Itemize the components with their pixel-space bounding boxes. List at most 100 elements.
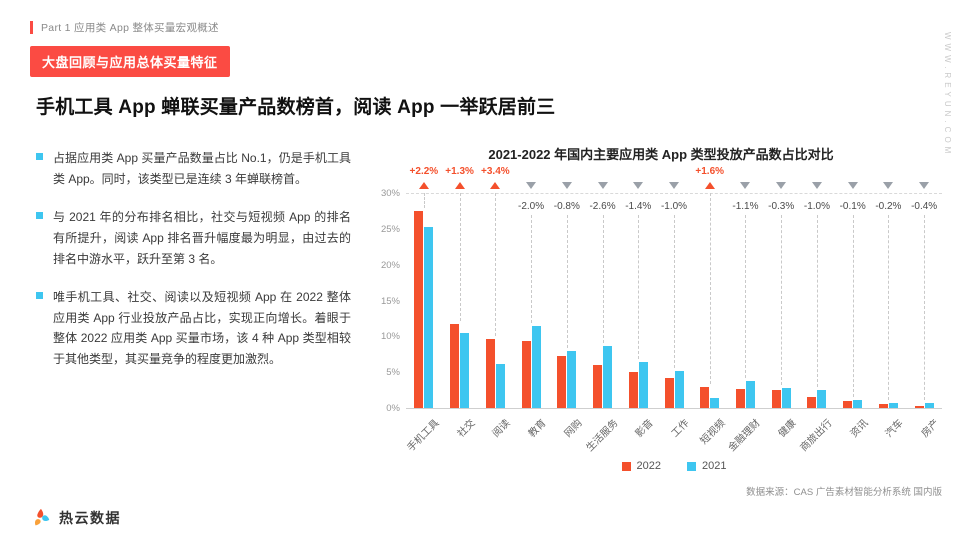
bar-2022 [557, 356, 567, 408]
x-axis-label: 手机工具 [405, 417, 442, 454]
delta-label: +1.6% [695, 166, 725, 177]
x-axis-label: 商旅出行 [798, 417, 835, 454]
bar-2021 [745, 381, 755, 408]
bar-2022 [593, 365, 603, 408]
bar-2022 [771, 390, 781, 408]
bar-2022 [700, 386, 710, 408]
x-axis-label: 生活服务 [584, 417, 621, 454]
legend-item-2021: 2021 [687, 460, 726, 472]
bullet-text: 与 2021 年的分布排名相比，社交与短视频 App 的排名有所提升，阅读 Ap… [53, 210, 351, 266]
website-watermark: WWW.REYUN.COM [943, 32, 952, 158]
x-axis-label: 工作 [669, 417, 692, 440]
y-axis-tick: 0% [386, 403, 400, 414]
bar-2021 [888, 402, 898, 408]
delta-label: +1.3% [445, 166, 474, 177]
bar-2021 [424, 226, 434, 408]
annotation-dashed-line [495, 193, 497, 337]
annotation-dashed-line [459, 193, 461, 322]
x-axis-label: 房产 [919, 417, 942, 440]
y-axis-tick: 20% [380, 259, 400, 271]
delta-label: +3.4% [481, 166, 510, 177]
triangle-down-icon [740, 182, 751, 189]
legend-item-2022: 2022 [621, 460, 661, 472]
delta-label: -0.3% [768, 201, 795, 212]
annotation-dashed-line [638, 215, 640, 360]
annotation-dashed-line [709, 193, 711, 384]
bullet-square-icon [36, 292, 43, 300]
section-badge: 大盘回顾与应用总体买量特征 [30, 46, 230, 77]
delta-label: -0.4% [911, 201, 938, 212]
part-accent-bar [30, 21, 33, 34]
x-axis-label: 教育 [526, 417, 549, 440]
legend-swatch-icon [621, 461, 631, 471]
triangle-down-icon [919, 182, 930, 189]
legend-label: 2022 [636, 460, 661, 472]
triangle-up-icon [418, 182, 429, 189]
bar-2021 [495, 363, 505, 408]
bar-2022 [414, 210, 424, 408]
triangle-down-icon [776, 182, 787, 189]
bar-2022 [735, 389, 745, 408]
page-title: 手机工具 App 蝉联买量产品数榜首，阅读 App 一举跃居前三 [36, 97, 556, 118]
data-source-note: 数据来源：CAS 广告素材智能分析系统 国内版 [746, 487, 942, 498]
triangle-up-icon [704, 182, 715, 189]
x-axis-label: 社交 [455, 417, 478, 440]
y-axis-tick: 25% [380, 223, 400, 235]
x-axis-label: 阅读 [491, 417, 513, 440]
x-axis-label: 资讯 [848, 417, 871, 440]
bar-2022 [878, 404, 888, 408]
legend-label: 2021 [702, 460, 727, 472]
x-axis-label: 健康 [776, 417, 799, 440]
bar-2021 [674, 370, 684, 408]
bullet-square-icon [36, 212, 43, 220]
x-axis-label: 影音 [633, 417, 656, 440]
annotation-dashed-line [602, 215, 604, 344]
bar-2022 [807, 397, 817, 408]
x-axis-label: 短视频 [698, 417, 728, 447]
y-axis-tick: 10% [380, 331, 400, 343]
chart-title: 2021-2022 年国内主要应用类 App 类型投放产品数占比对比 [488, 147, 834, 162]
annotation-dashed-line [566, 215, 568, 348]
bar-2021 [710, 397, 720, 408]
triangle-up-icon [454, 182, 465, 189]
triangle-down-icon [669, 182, 679, 189]
logo-text: 热云数据 [59, 510, 121, 526]
y-axis-tick: 30% [380, 188, 400, 199]
delta-label: -2.0% [518, 201, 545, 212]
reference-line-30pct [406, 193, 942, 194]
bullet-item: 占据应用类 App 买量产品数量占比 No.1，仍是手机工具类 App。同时，该… [36, 148, 351, 189]
y-axis-tick: 15% [380, 295, 400, 307]
plot-area: 30% 25% 20% 15% 10% 5% 0% 手机工具 +2.2% 社交 +1.3% 阅读 +3.… [381, 166, 942, 454]
delta-label: +2.2% [409, 166, 439, 177]
bar-2021 [638, 362, 648, 408]
chart-legend: 2022 2021 [406, 460, 942, 472]
bullet-text: 占据应用类 App 买量产品数量占比 No.1，仍是手机工具类 App。同时，该… [53, 151, 351, 186]
annotation-dashed-line [423, 193, 425, 208]
annotation-dashed-line [745, 215, 747, 379]
legend-swatch-icon [687, 461, 696, 471]
bar-2021 [460, 333, 470, 408]
x-axis-label: 金融理财 [726, 417, 764, 454]
brand-logo: 热云数据 [30, 507, 121, 529]
triangle-up-icon [490, 182, 501, 189]
annotation-dashed-line [674, 215, 675, 368]
delta-label: -2.6% [589, 201, 616, 212]
delta-label: -0.2% [875, 201, 902, 212]
triangle-down-icon [847, 182, 858, 189]
delta-label: -1.1% [732, 201, 759, 212]
annotation-dashed-line [852, 215, 854, 398]
bar-2021 [603, 346, 613, 408]
bar-2022 [628, 372, 638, 408]
delta-label: -1.4% [625, 201, 652, 212]
triangle-down-icon [561, 182, 572, 189]
annotation-dashed-line [816, 215, 818, 388]
chart: 2021-2022 年国内主要应用类 App 类型投放产品数占比对比 30% 25… [372, 138, 950, 498]
delta-label: -1.0% [803, 201, 830, 212]
triangle-down-icon [633, 182, 644, 189]
annotation-dashed-line [781, 215, 783, 385]
annotation-dashed-line [531, 215, 533, 324]
delta-label: -0.1% [839, 201, 866, 212]
bullet-square-icon [36, 153, 43, 160]
delta-label: -0.8% [553, 201, 580, 212]
